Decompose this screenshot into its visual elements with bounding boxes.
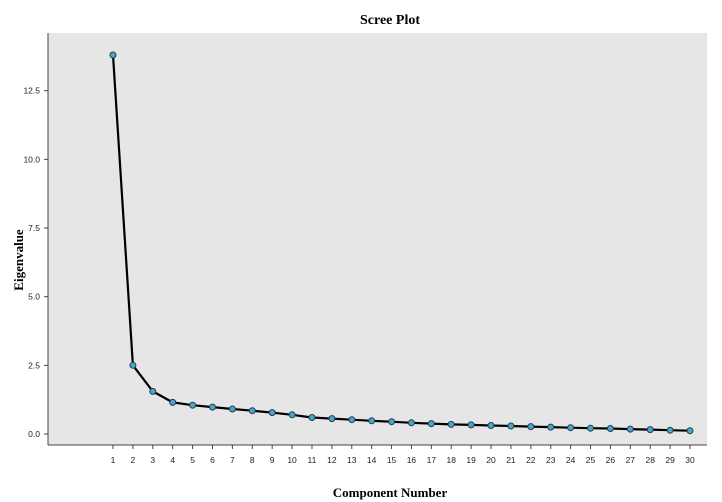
x-tick-label: 20 bbox=[486, 455, 496, 465]
data-point bbox=[427, 420, 435, 428]
y-axis: 0.0 2.5 5.0 7.5 10.0 12.5 bbox=[23, 33, 49, 445]
x-tick-label: 12 bbox=[327, 455, 337, 465]
data-points bbox=[109, 51, 694, 435]
data-point bbox=[228, 405, 236, 413]
data-point bbox=[567, 424, 575, 432]
data-point bbox=[109, 51, 117, 59]
x-tick-label: 11 bbox=[308, 455, 317, 465]
x-tick-label: 15 bbox=[387, 455, 397, 465]
data-point bbox=[646, 426, 654, 434]
data-point bbox=[547, 423, 555, 431]
x-tick-label: 19 bbox=[466, 455, 476, 465]
x-tick-label: 13 bbox=[347, 455, 357, 465]
x-tick-label: 28 bbox=[645, 455, 655, 465]
data-point bbox=[487, 422, 495, 429]
data-point bbox=[189, 401, 197, 409]
y-tick-label: 5.0 bbox=[28, 292, 40, 302]
data-point bbox=[587, 424, 594, 432]
x-tick-label: 23 bbox=[546, 455, 556, 465]
x-tick-label: 3 bbox=[150, 455, 155, 465]
y-axis-label: Eigenvalue bbox=[11, 229, 26, 291]
data-point bbox=[288, 411, 296, 419]
data-point bbox=[248, 407, 256, 415]
x-tick-label: 21 bbox=[506, 455, 516, 465]
data-point bbox=[328, 415, 336, 423]
x-tick-label: 30 bbox=[685, 455, 695, 465]
x-tick-label: 18 bbox=[447, 455, 457, 465]
x-tick-label: 4 bbox=[170, 455, 175, 465]
data-point bbox=[129, 361, 137, 369]
data-point bbox=[268, 409, 276, 417]
x-tick-label: 9 bbox=[270, 455, 275, 465]
y-tick-label: 7.5 bbox=[28, 223, 40, 233]
x-tick-label: 24 bbox=[566, 455, 576, 465]
x-tick-label: 6 bbox=[210, 455, 215, 465]
y-tick-label: 10.0 bbox=[23, 154, 40, 164]
data-point bbox=[686, 427, 694, 435]
data-point bbox=[308, 414, 316, 421]
data-point bbox=[368, 417, 376, 425]
x-tick-label: 16 bbox=[407, 455, 417, 465]
x-tick-label: 29 bbox=[665, 455, 675, 465]
data-point bbox=[467, 421, 475, 429]
data-point bbox=[407, 419, 415, 427]
x-tick-label: 25 bbox=[586, 455, 596, 465]
data-point bbox=[507, 422, 515, 430]
x-tick-label: 22 bbox=[526, 455, 536, 465]
x-tick-label: 5 bbox=[190, 455, 195, 465]
chart-title: Scree Plot bbox=[360, 13, 420, 28]
data-point bbox=[348, 416, 356, 424]
data-point bbox=[527, 423, 535, 431]
x-axis-label: Component Number bbox=[333, 485, 448, 500]
x-tick-label: 26 bbox=[606, 455, 616, 465]
data-point bbox=[209, 403, 216, 411]
x-tick-label: 1 bbox=[111, 455, 116, 465]
y-tick-label: 2.5 bbox=[28, 360, 40, 370]
x-tick-label: 17 bbox=[427, 455, 437, 465]
data-point bbox=[626, 425, 634, 433]
data-point bbox=[447, 420, 455, 428]
plot-area bbox=[48, 33, 707, 445]
y-tick-label: 12.5 bbox=[23, 86, 40, 96]
x-tick-label: 14 bbox=[367, 455, 377, 465]
data-point bbox=[666, 426, 674, 434]
y-tick-label: 0.0 bbox=[28, 429, 40, 439]
data-point bbox=[169, 398, 177, 406]
data-point bbox=[149, 387, 157, 395]
x-tick-label: 8 bbox=[250, 455, 255, 465]
x-tick-label: 2 bbox=[131, 455, 136, 465]
data-point bbox=[606, 425, 614, 432]
x-tick-label: 10 bbox=[287, 455, 297, 465]
x-axis: 1 2 3 4 5 6 7 8 9 10 11 12 13 14 15 16 17 18 19 20 21 22 23 24 2… bbox=[48, 444, 707, 465]
data-point bbox=[388, 418, 396, 426]
x-tick-label: 27 bbox=[626, 455, 636, 465]
x-tick-label: 7 bbox=[230, 455, 235, 465]
